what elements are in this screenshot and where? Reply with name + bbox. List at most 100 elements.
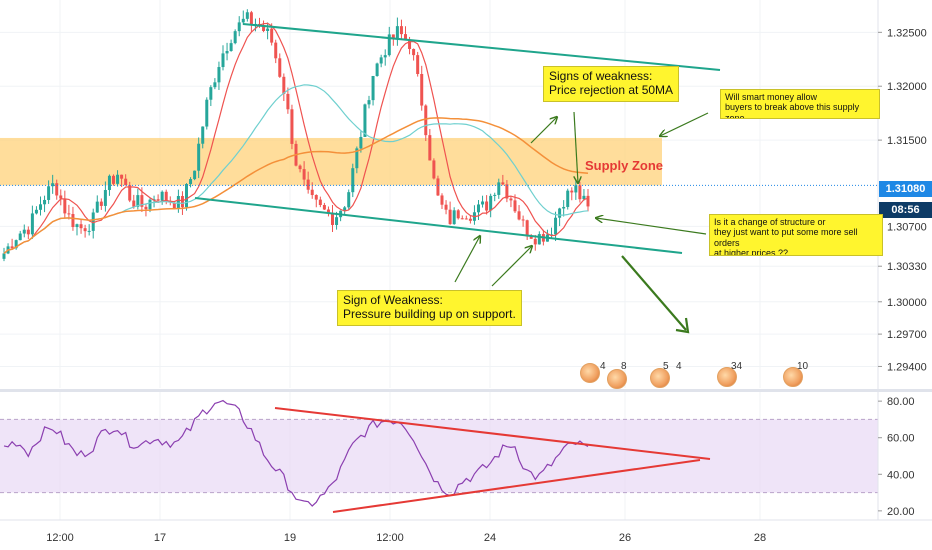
candle-body [160,191,164,201]
candle-body [379,57,383,64]
note-sign-of-weakness-support[interactable]: Sign of Weakness: Pressure building up o… [337,290,522,326]
time-axis-label: 12:00 [376,532,404,544]
pane-separator [0,389,932,392]
rsi-line [3,399,589,507]
candle-body [359,136,363,149]
candle-body [22,229,26,234]
candle-body [286,93,290,110]
candle-body [79,224,83,229]
candle-body [574,185,578,193]
candle-body [391,34,395,39]
candle-body [436,178,440,196]
candle-body [355,148,359,169]
candle-body [505,184,509,199]
candle-body [351,168,355,193]
candle-body [395,26,399,39]
candle-body [30,213,34,235]
candle-body [43,199,47,205]
arrow-to-support-2 [491,246,532,287]
note-change-of-structure[interactable]: Is it a change of structure or they just… [709,214,883,256]
candle-body [189,179,193,185]
candle-body [310,189,314,196]
event-flag-icon[interactable] [717,367,737,387]
candle-body [274,42,278,59]
candle-body [521,219,525,221]
candle-body [112,175,115,184]
candle-body [335,217,339,225]
candle-body [412,48,416,56]
candle-body [302,169,306,180]
event-flag-icon[interactable] [783,367,803,387]
candle-body [180,196,184,208]
candle-body [249,12,253,25]
event-flag-icon[interactable] [607,369,627,389]
candle-body [2,253,6,259]
candle-body [440,195,444,205]
candle-body [448,209,452,225]
candle-body [107,175,111,191]
note-signs-of-weakness-50ma[interactable]: Signs of weakness: Price rejection at 50… [543,66,680,102]
candle-body [103,190,107,206]
event-count: 8 [621,361,627,372]
candle-body [95,201,99,213]
candle-body [383,55,387,58]
time-axis-label: 12:00 [46,532,74,544]
candle-body [201,126,205,144]
event-flag-icon[interactable] [650,368,670,388]
candle-body [116,174,120,184]
candle-body [444,204,448,210]
arrow-to-support-1 [454,236,480,283]
candle-body [298,165,302,170]
candle-body [416,55,420,75]
candle-body [172,202,176,209]
time-axis-label: 26 [619,532,631,544]
candle-body [424,105,428,136]
time-axis-label: 28 [754,532,766,544]
price-tick-label: 1.30700 [887,221,927,233]
candle-body [87,230,91,232]
candle-body [517,211,521,220]
candle-body [205,99,209,127]
candle-body [331,213,334,225]
rsi-tick-label: 60.00 [887,433,915,445]
candle-body [375,63,379,76]
event-count: 5 [663,361,669,372]
rsi-tick-label: 80.00 [887,396,915,408]
candle-body [278,58,282,77]
candle-body [156,199,160,201]
candle-body [124,178,128,186]
candle-body [14,240,18,249]
candle-body [347,192,351,208]
ma-slow-line [3,117,589,254]
candle-body [75,224,79,228]
candle-body [408,39,412,49]
projection-arrow-head [675,317,690,334]
candle-body [39,204,42,210]
candle-body [525,220,529,237]
candle-body [241,18,245,23]
price-tick-label: 1.29700 [887,329,927,341]
axis-corner [879,521,932,550]
candle-body [404,34,407,40]
candle-body [99,201,103,206]
note-smart-money[interactable]: Will smart money allow buyers to break a… [720,89,880,119]
candle-body [51,183,55,187]
candle-body [148,199,152,210]
event-flag-icon[interactable] [580,363,600,383]
event-count: 4 [676,361,682,372]
candle-body [185,184,188,208]
candle-body [67,213,71,215]
candle-body [144,206,148,210]
time-axis-label: 19 [284,532,296,544]
candle-body [343,207,347,211]
candle-body [533,238,537,245]
time-axis-label: 24 [484,532,496,544]
candle-body [428,135,432,161]
candle-body [485,201,489,211]
candle-body [221,53,225,68]
candle-body [509,198,513,201]
candle-body [582,195,586,200]
candle-body [550,234,553,236]
candle-body [432,160,436,179]
